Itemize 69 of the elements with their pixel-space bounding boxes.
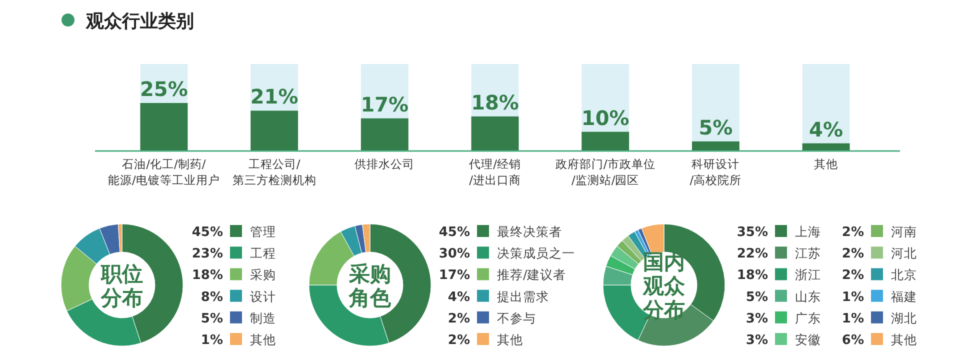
legend-label: 最终决策者	[497, 224, 562, 239]
x-tick-label: 石油/化工/制药/能源/电镀等工业用户	[108, 157, 220, 187]
text: 职位分布	[100, 262, 143, 310]
legend-label: 采购	[250, 267, 276, 282]
data-label: 45%	[438, 225, 470, 240]
data-label: 5%	[746, 290, 768, 305]
x-tick-label: 其他	[814, 157, 838, 171]
legend-label: 安徽	[795, 332, 821, 347]
data-label: 18%	[192, 268, 223, 284]
legend-label: 浙江	[795, 267, 821, 282]
legend-label: 其他	[497, 332, 523, 347]
data-label: 5%	[200, 311, 223, 326]
data-label: 2%	[842, 268, 864, 284]
chart-title: 观众行业类别	[85, 11, 194, 32]
text: 采购角色	[348, 262, 392, 310]
x-tick-label: 工程公司/第三方检测机构	[232, 157, 316, 187]
data-label: 2%	[448, 311, 470, 326]
data-label: 23%	[192, 246, 223, 262]
legend-label: 推荐/建议者	[497, 267, 566, 282]
data-label: 3%	[746, 333, 768, 348]
data-label: 2%	[448, 333, 470, 348]
bar	[802, 143, 850, 151]
legend-label: 河南	[891, 224, 917, 239]
data-label: 8%	[200, 290, 223, 305]
data-label: 1%	[842, 311, 864, 326]
x-tick-label: 政府部门/市政单位/监测站/园区	[555, 157, 656, 187]
legend-label: 湖北	[891, 310, 917, 326]
data-label: 6%	[842, 333, 864, 348]
legend-label: 福建	[891, 288, 917, 304]
data-label: 21%	[250, 84, 298, 109]
legend-label: 北京	[891, 267, 917, 282]
legend-label: 管理	[250, 224, 276, 239]
legend-label: 提出需求	[497, 288, 549, 304]
legend-label: 上海	[795, 224, 821, 239]
data-label: 45%	[192, 225, 223, 240]
x-tick-label: 科研设计/高校院所	[690, 157, 742, 187]
data-label: 5%	[698, 115, 733, 140]
legend-label: 山东	[795, 288, 821, 304]
data-label: 2%	[842, 246, 864, 262]
legend-label: 设计	[250, 288, 276, 304]
data-label: 18%	[736, 268, 768, 284]
x-tick-label: 供排水公司	[354, 157, 415, 171]
legend-label: 决策成员之一	[497, 246, 575, 261]
data-label: 35%	[736, 225, 768, 240]
data-label: 17%	[360, 92, 409, 116]
legend-label: 江苏	[795, 246, 821, 261]
data-label: 22%	[736, 246, 768, 262]
data-label: 18%	[471, 90, 519, 114]
data-label: 4%	[809, 117, 844, 142]
data-label: 1%	[200, 333, 223, 348]
data-label: 3%	[746, 311, 768, 326]
text: 国内观众分布	[642, 250, 686, 322]
legend-label: 制造	[250, 310, 276, 326]
legend-label: 其他	[250, 332, 276, 347]
x-tick-label: 代理/经销/进出口商	[468, 157, 521, 187]
data-label: 25%	[140, 77, 188, 101]
legend-label: 河北	[891, 246, 917, 261]
data-label: 1%	[842, 290, 864, 305]
data-label: 2%	[842, 225, 864, 240]
data-label: 4%	[448, 290, 470, 305]
data-label: 30%	[438, 246, 470, 262]
bar	[582, 132, 630, 151]
data-label: 17%	[438, 268, 470, 284]
bar	[692, 141, 740, 151]
legend-label: 不参与	[497, 310, 536, 326]
data-label: 10%	[581, 106, 630, 130]
legend-label: 工程	[250, 246, 276, 261]
legend-label: 广东	[795, 310, 821, 326]
legend-label: 其他	[891, 332, 917, 347]
